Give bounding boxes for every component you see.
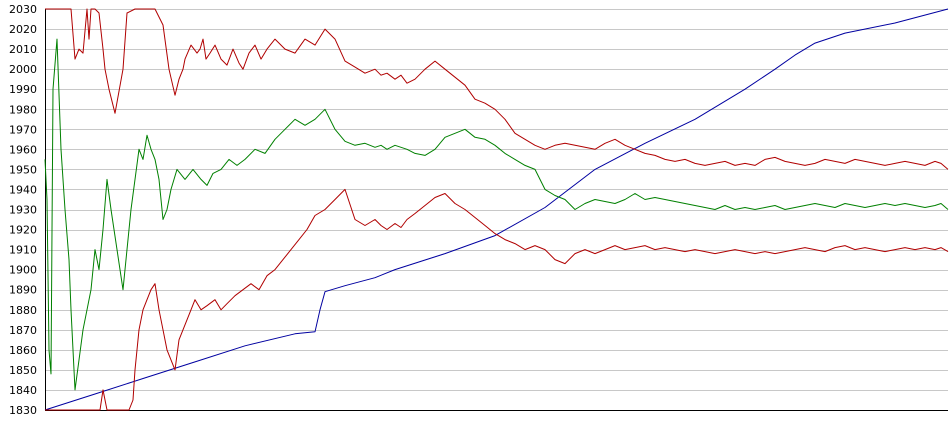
series-line-1 (44, 8, 949, 411)
y-tick-label: 1910 (9, 244, 37, 257)
y-tick-label: 1880 (9, 304, 37, 317)
y-tick-labels: 1830 1840 1850 1860 1870 1880 1890 1900 1910 1920… (9, 3, 37, 417)
y-tick-label: 1850 (9, 364, 37, 377)
y-tick-label: 1900 (9, 264, 37, 277)
y-tick-label: 1920 (9, 224, 37, 237)
series-lines (44, 8, 949, 411)
series-line-3 (44, 38, 949, 391)
y-tick-label: 1960 (9, 143, 37, 156)
y-tick-label: 1870 (9, 324, 37, 337)
y-tick-label: 1940 (9, 183, 37, 196)
grid-lines (45, 9, 948, 411)
y-tick-label: 1840 (9, 384, 37, 397)
series-line-2 (45, 8, 949, 170)
axes (45, 9, 948, 411)
y-tick-label: 1890 (9, 284, 37, 297)
y-tick-label: 2010 (9, 43, 37, 56)
y-tick-label: 1830 (9, 404, 37, 417)
y-tick-label: 2000 (9, 63, 37, 76)
y-tick-label: 1860 (9, 344, 37, 357)
y-tick-label: 2030 (9, 3, 37, 16)
y-tick-label: 1950 (9, 163, 37, 176)
y-tick-label: 2020 (9, 23, 37, 36)
y-tick-label: 1970 (9, 123, 37, 136)
series-line-4 (45, 188, 949, 411)
y-tick-label: 1980 (9, 103, 37, 116)
y-tick-label: 1930 (9, 204, 37, 217)
y-tick-label: 1990 (9, 83, 37, 96)
